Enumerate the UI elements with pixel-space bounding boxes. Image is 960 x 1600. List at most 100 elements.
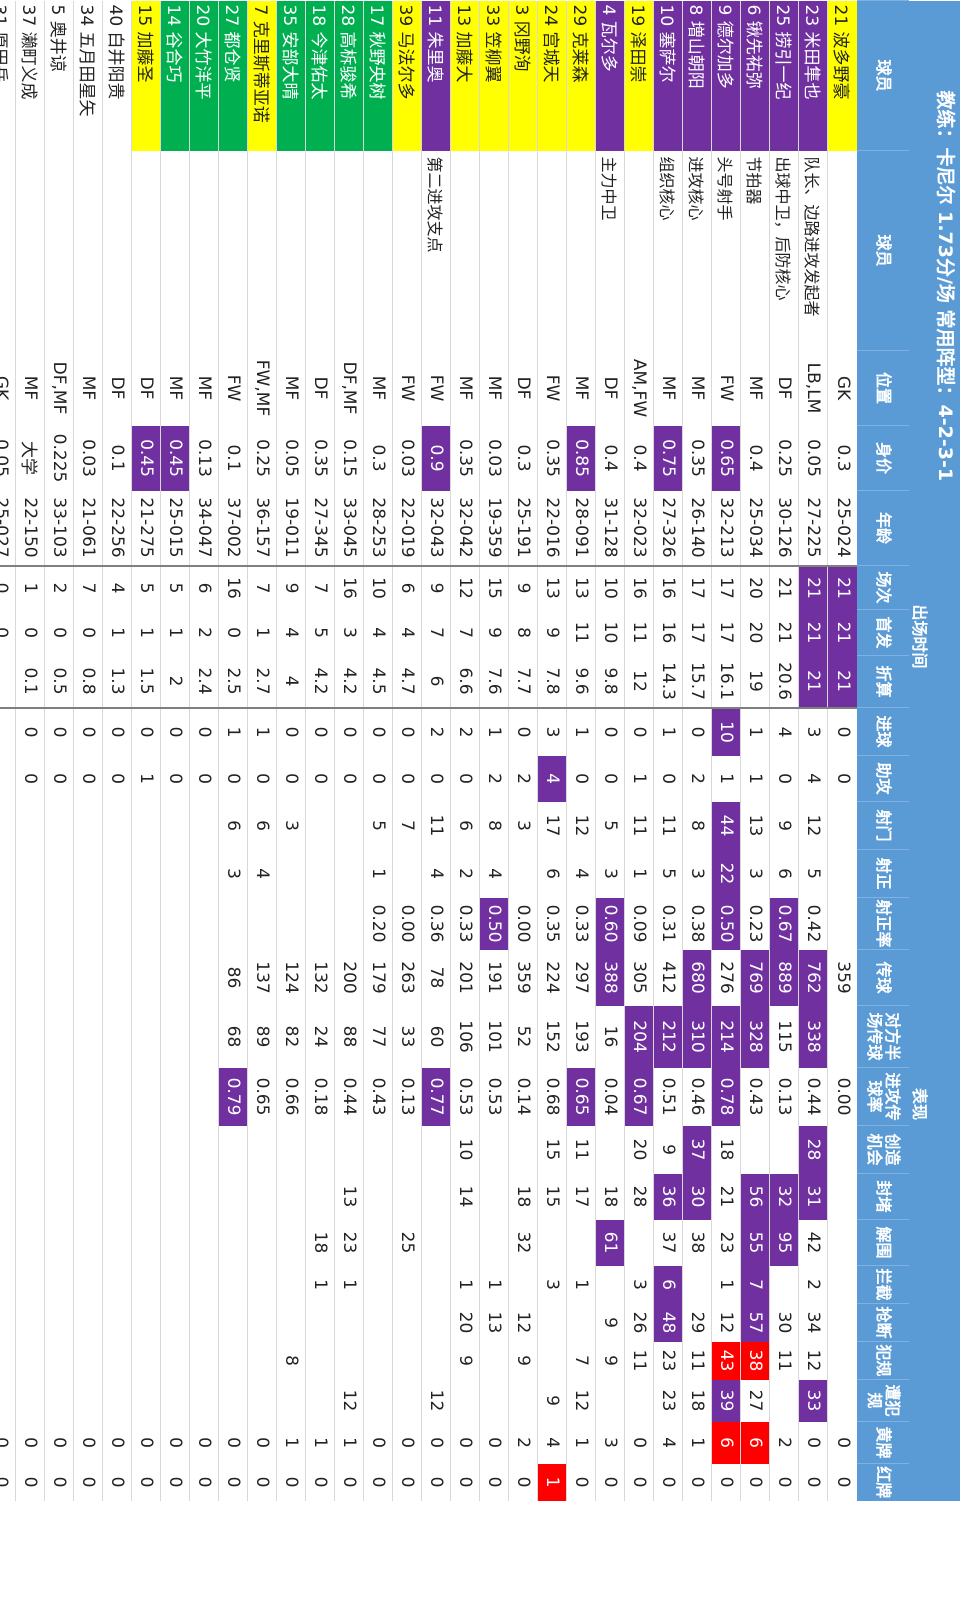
cell-goals: 0 <box>16 707 45 756</box>
cell-fouled <box>451 1379 480 1422</box>
cell-assists: 0 <box>190 755 219 802</box>
cell-role <box>16 150 45 351</box>
cell-fouls <box>422 1341 451 1380</box>
cell-apps: 16 <box>625 565 654 610</box>
cell-blocks: 14 <box>451 1173 480 1220</box>
cell-clear: 95 <box>770 1219 799 1266</box>
cell-value: 0.1 <box>219 425 248 491</box>
cell-clear <box>161 1219 190 1266</box>
cell-passes: 263 <box>393 949 422 1006</box>
cell-att-pass: 0.04 <box>596 1067 625 1126</box>
column-header-value: 身价 <box>857 425 909 491</box>
cell-starts: 1 <box>248 609 277 656</box>
cell-value: 0.4 <box>596 425 625 491</box>
cell-shots: 11 <box>422 801 451 850</box>
cell-passes <box>74 949 103 1006</box>
column-header-conv: 折算 <box>857 655 909 708</box>
cell-chances <box>161 1125 190 1174</box>
cell-fouled <box>74 1379 103 1422</box>
cell-pos: MF <box>567 350 596 426</box>
cell-opp-half: 88 <box>335 1005 364 1068</box>
cell-fouls <box>306 1341 335 1380</box>
cell-clear: 23 <box>335 1219 364 1266</box>
cell-role: 队长、边路进攻发起者 <box>799 150 828 351</box>
cell-passes: 191 <box>480 949 509 1006</box>
cell-tackle <box>103 1303 132 1342</box>
cell-blocks <box>364 1173 393 1220</box>
cell-intercept <box>161 1265 190 1304</box>
cell-apps: 7 <box>306 565 335 610</box>
cell-apps: 20 <box>741 565 770 610</box>
cell-role: 进攻核心 <box>683 150 712 351</box>
cell-clear <box>248 1219 277 1266</box>
cell-shots: 8 <box>480 801 509 850</box>
cell-fouls: 11 <box>625 1341 654 1380</box>
cell-sot: 22 <box>712 849 741 898</box>
cell-chances <box>277 1125 306 1174</box>
cell-fouled: 18 <box>683 1379 712 1422</box>
cell-apps: 9 <box>422 565 451 610</box>
cell-sot-rate: 0.67 <box>770 897 799 950</box>
cell-assists: 0 <box>422 755 451 802</box>
cell-pos: GK <box>0 350 16 426</box>
cell-att-pass: 0.14 <box>509 1067 538 1126</box>
cell-conv: 7.7 <box>509 655 538 708</box>
table-row: 3 冈野洵 DF 0.3 25-191 9 8 7.7 0 2 3 0.00 359 52 0.14 18 3… <box>509 0 538 1501</box>
cell-conv: 15.7 <box>683 655 712 708</box>
cell-passes: 201 <box>451 949 480 1006</box>
player-name: 7 克里斯蒂亚诺 <box>248 0 277 151</box>
cell-goals: 0 <box>393 707 422 756</box>
cell-value: 0.35 <box>538 425 567 491</box>
cell-sot-rate <box>219 897 248 950</box>
cell-opp-half <box>0 1005 16 1068</box>
cell-value: 0.13 <box>190 425 219 491</box>
cell-red: 0 <box>16 1463 45 1501</box>
table-row: 21 波多野豪 GK 0.3 25-024 21 21 21 0 0 359 0.00 0 0 <box>828 0 857 1501</box>
cell-yellow: 3 <box>596 1421 625 1464</box>
cell-yellow: 1 <box>306 1421 335 1464</box>
player-name: 24 宫城天 <box>538 0 567 151</box>
cell-passes: 86 <box>219 949 248 1006</box>
column-header-clear: 解围 <box>857 1219 909 1266</box>
cell-pos: MF <box>741 350 770 426</box>
cell-red: 0 <box>770 1463 799 1501</box>
cell-fouled <box>393 1379 422 1422</box>
cell-starts: 5 <box>306 609 335 656</box>
cell-att-pass <box>45 1067 74 1126</box>
cell-fouls <box>335 1341 364 1380</box>
cell-passes: 200 <box>335 949 364 1006</box>
cell-goals: 0 <box>161 707 190 756</box>
cell-shots: 9 <box>770 801 799 850</box>
cell-conv: 2.4 <box>190 655 219 708</box>
cell-att-pass <box>161 1067 190 1126</box>
cell-passes: 137 <box>248 949 277 1006</box>
cell-intercept: 1 <box>335 1265 364 1304</box>
cell-assists: 2 <box>683 755 712 802</box>
cell-goals: 0 <box>625 707 654 756</box>
cell-apps: 17 <box>683 565 712 610</box>
cell-sot-rate: 0.42 <box>799 897 828 950</box>
cell-pos: DF <box>132 350 161 426</box>
cell-shots <box>74 801 103 850</box>
cell-tackle <box>567 1303 596 1342</box>
cell-sot <box>277 849 306 898</box>
cell-starts: 4 <box>277 609 306 656</box>
cell-att-pass: 0.78 <box>712 1067 741 1126</box>
cell-intercept <box>103 1265 132 1304</box>
cell-sot-rate: 0.00 <box>393 897 422 950</box>
cell-red: 0 <box>799 1463 828 1501</box>
cell-tackle: 12 <box>712 1303 741 1342</box>
cell-yellow: 1 <box>683 1421 712 1464</box>
cell-chances <box>741 1125 770 1174</box>
cell-pos: FW <box>422 350 451 426</box>
cell-yellow: 0 <box>74 1421 103 1464</box>
cell-role <box>828 150 857 351</box>
cell-tackle <box>393 1303 422 1342</box>
cell-tackle: 13 <box>480 1303 509 1342</box>
cell-fouled: 12 <box>422 1379 451 1422</box>
table-row: 13 加藤大 MF 0.35 32-042 12 7 6.6 2 0 6 2 0.33 201 106 0.… <box>451 0 480 1501</box>
cell-value: 0.25 <box>770 425 799 491</box>
cell-role <box>480 150 509 351</box>
cell-conv: 4.2 <box>335 655 364 708</box>
cell-conv: 4.5 <box>364 655 393 708</box>
